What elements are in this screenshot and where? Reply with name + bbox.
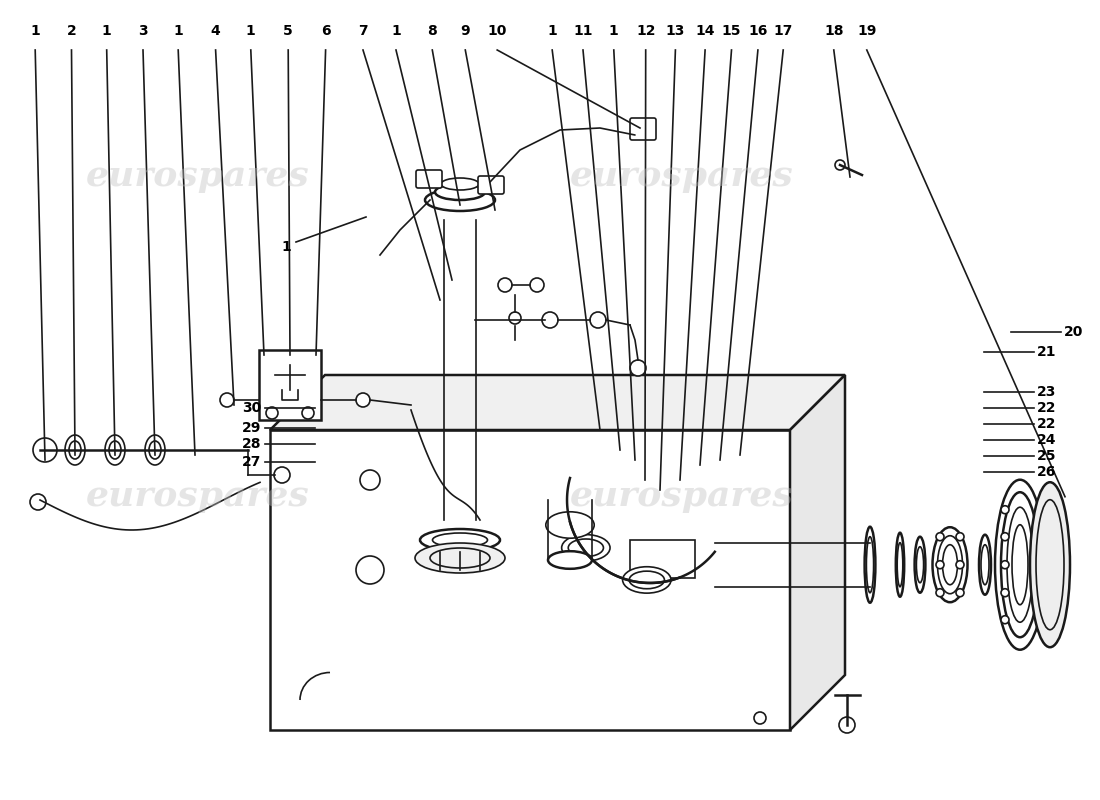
Text: eurospares: eurospares (570, 479, 794, 513)
Circle shape (530, 278, 544, 292)
Ellipse shape (895, 533, 904, 597)
Text: 6: 6 (321, 24, 330, 38)
Text: 9: 9 (461, 24, 470, 38)
Circle shape (274, 467, 290, 483)
Polygon shape (790, 375, 845, 730)
Ellipse shape (940, 538, 959, 590)
Circle shape (936, 561, 944, 569)
Circle shape (956, 533, 964, 541)
Polygon shape (270, 430, 790, 730)
Text: 28: 28 (242, 437, 262, 451)
Circle shape (936, 589, 944, 597)
Ellipse shape (425, 189, 495, 211)
Ellipse shape (546, 512, 594, 538)
Text: 30: 30 (242, 401, 262, 415)
Text: 1: 1 (246, 24, 255, 38)
FancyBboxPatch shape (416, 170, 442, 188)
Circle shape (356, 393, 370, 407)
Text: 17: 17 (773, 24, 793, 38)
Text: eurospares: eurospares (86, 159, 310, 193)
Text: 26: 26 (1036, 465, 1056, 479)
Text: 13: 13 (666, 24, 685, 38)
Circle shape (956, 561, 964, 569)
Text: 8: 8 (428, 24, 437, 38)
Polygon shape (270, 375, 845, 430)
Text: 5: 5 (284, 24, 293, 38)
Ellipse shape (415, 543, 505, 573)
Text: 1: 1 (31, 24, 40, 38)
Text: 14: 14 (695, 24, 715, 38)
Text: 1: 1 (609, 24, 618, 38)
Circle shape (1001, 589, 1009, 597)
Text: 22: 22 (1036, 417, 1056, 431)
Ellipse shape (420, 529, 500, 551)
FancyBboxPatch shape (478, 176, 504, 194)
Circle shape (936, 533, 944, 541)
Ellipse shape (145, 435, 165, 465)
Ellipse shape (434, 184, 485, 200)
Text: 3: 3 (139, 24, 147, 38)
Circle shape (590, 312, 606, 328)
Ellipse shape (914, 537, 925, 593)
Circle shape (1001, 506, 1009, 514)
Ellipse shape (996, 480, 1045, 650)
Text: 1: 1 (392, 24, 400, 38)
Text: eurospares: eurospares (570, 159, 794, 193)
Text: 1: 1 (102, 24, 111, 38)
Ellipse shape (104, 435, 125, 465)
Circle shape (630, 360, 646, 376)
Text: 1: 1 (548, 24, 557, 38)
Ellipse shape (1001, 492, 1040, 638)
Circle shape (542, 312, 558, 328)
Ellipse shape (865, 526, 876, 602)
Circle shape (835, 160, 845, 170)
Text: 1: 1 (282, 240, 290, 254)
Circle shape (1001, 616, 1009, 624)
Circle shape (33, 438, 57, 462)
Ellipse shape (1030, 482, 1070, 647)
Text: 25: 25 (1036, 449, 1056, 463)
Circle shape (1001, 533, 1009, 541)
Text: 12: 12 (636, 24, 656, 38)
Ellipse shape (933, 527, 968, 602)
Ellipse shape (441, 178, 478, 190)
Text: 15: 15 (722, 24, 741, 38)
Text: 24: 24 (1036, 433, 1056, 447)
Circle shape (509, 312, 521, 324)
FancyBboxPatch shape (258, 350, 321, 420)
Ellipse shape (562, 534, 611, 561)
Ellipse shape (623, 566, 671, 593)
Text: 20: 20 (1064, 325, 1084, 339)
Text: 11: 11 (573, 24, 593, 38)
Text: 23: 23 (1036, 385, 1056, 399)
Ellipse shape (979, 534, 991, 594)
FancyBboxPatch shape (630, 118, 656, 140)
Text: 4: 4 (211, 24, 220, 38)
Circle shape (220, 393, 234, 407)
Text: 29: 29 (242, 421, 262, 435)
Text: 18: 18 (824, 24, 844, 38)
Text: 16: 16 (748, 24, 768, 38)
Text: 19: 19 (857, 24, 877, 38)
Circle shape (30, 494, 46, 510)
Text: 22: 22 (1036, 401, 1056, 415)
Text: 21: 21 (1036, 345, 1056, 359)
Text: 27: 27 (242, 455, 262, 470)
Circle shape (1001, 561, 1009, 569)
Ellipse shape (548, 551, 592, 569)
Text: 7: 7 (359, 24, 367, 38)
Text: 10: 10 (487, 24, 507, 38)
Text: 2: 2 (67, 24, 76, 38)
Circle shape (956, 589, 964, 597)
Ellipse shape (65, 435, 85, 465)
Circle shape (498, 278, 512, 292)
Text: eurospares: eurospares (86, 479, 310, 513)
Text: 1: 1 (174, 24, 183, 38)
